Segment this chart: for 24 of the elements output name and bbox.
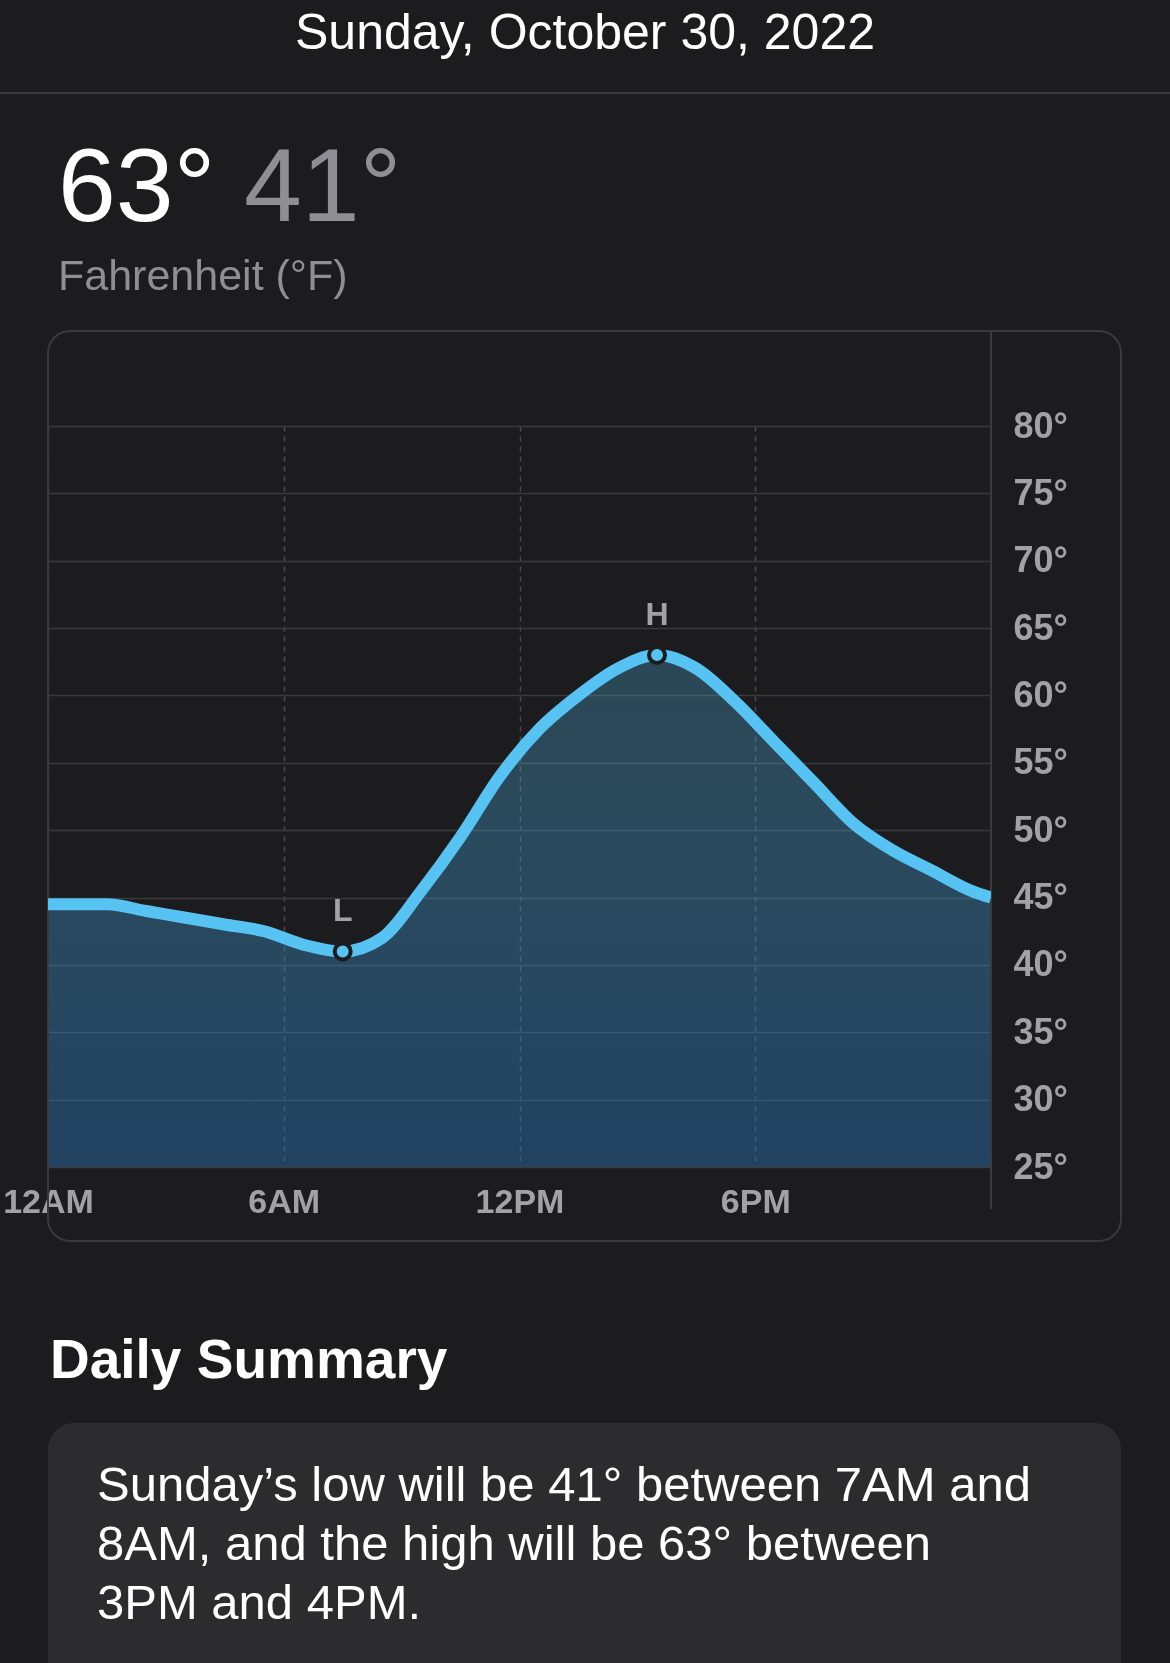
x-tick-label: 12AM [3,1181,94,1220]
text: 41° [244,127,402,243]
annotation: L [332,892,353,929]
x-tick-label: 6AM [248,1181,321,1220]
y-tick-label: 25° [1013,1145,1068,1187]
text: Daily Summary [50,1328,448,1390]
y-tick-label: 65° [1013,606,1068,648]
y-tick-label: 35° [1013,1010,1068,1052]
y-tick-label: 60° [1013,673,1068,715]
y-tick-label: 70° [1013,539,1068,581]
annotation: H [645,596,669,633]
x-tick-label: 12PM [475,1181,565,1220]
y-tick-label: 75° [1013,471,1068,513]
y-tick-label: 45° [1013,876,1068,918]
chart-title: Sunday, October 30, 2022 [294,4,876,60]
text: 63° [58,127,216,243]
y-tick-label: 55° [1013,741,1068,783]
x-tick-label: 6PM [720,1181,791,1220]
y-tick-label: 80° [1013,404,1068,446]
chart-subtitle: Fahrenheit (°F) [58,251,348,299]
text: Sunday’s low will be 41° between 7AM and 8AM, and the high will be 63° between 3PM and 4PM. [97,1457,1031,1629]
y-tick-label: 30° [1013,1078,1068,1120]
y-tick-label: 50° [1013,808,1068,850]
y-tick-label: 40° [1013,943,1068,985]
